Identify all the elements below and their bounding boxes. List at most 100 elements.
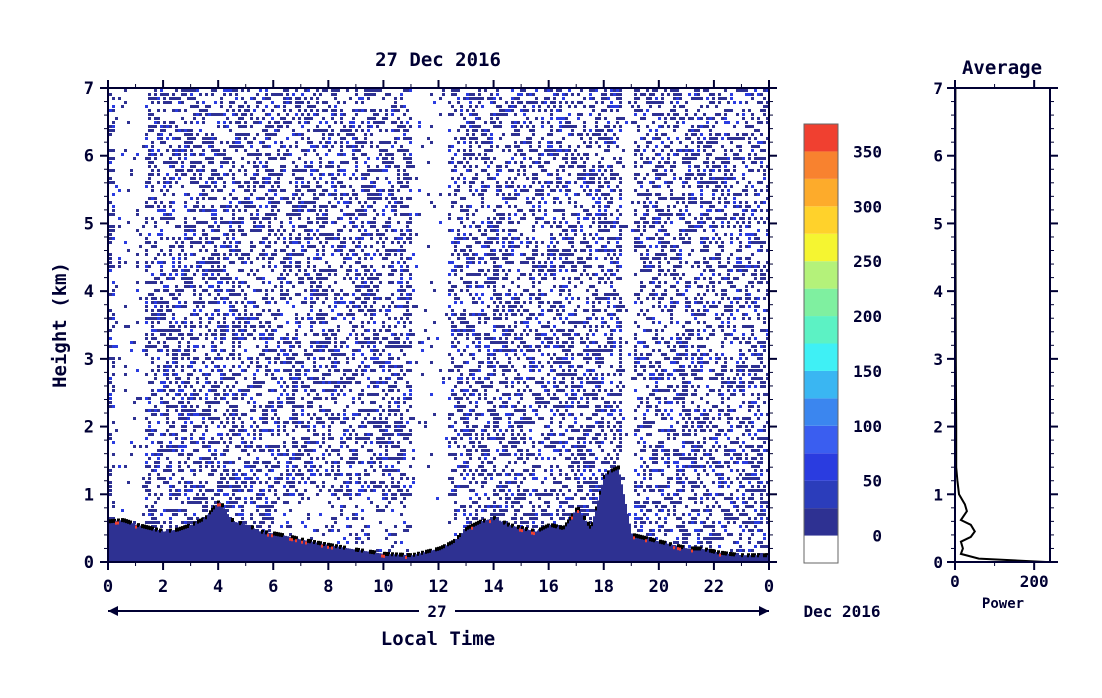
heatmap-cell — [253, 465, 256, 468]
heatmap-cell — [379, 429, 382, 432]
heatmap-cell — [136, 153, 139, 156]
heatmap-cell — [397, 469, 400, 472]
heatmap-cell — [292, 357, 295, 360]
heatmap-cell — [223, 465, 226, 468]
heatmap-cell — [247, 433, 250, 436]
heatmap-cell — [160, 249, 163, 252]
heatmap-cell — [181, 169, 184, 172]
heatmap-cell — [340, 245, 343, 248]
heatmap-cell — [241, 269, 244, 272]
heatmap-cell — [337, 465, 340, 468]
heatmap-cell — [208, 457, 211, 460]
heatmap-cell — [379, 465, 382, 468]
heatmap-cell — [208, 225, 211, 228]
heatmap-cell — [277, 461, 280, 464]
heatmap-cell — [478, 349, 481, 352]
heatmap-cell — [169, 101, 172, 104]
heatmap-cell — [322, 485, 325, 488]
heatmap-cell — [151, 433, 154, 436]
heatmap-cell — [277, 181, 280, 184]
heatmap-cell — [391, 481, 394, 484]
heatmap-cell — [385, 453, 388, 456]
heatmap-cell — [178, 109, 181, 112]
heatmap-cell — [406, 137, 409, 140]
heatmap-cell — [463, 225, 466, 228]
heatmap-cell — [271, 449, 274, 452]
heatmap-cell — [271, 409, 274, 412]
heatmap-cell — [370, 221, 373, 224]
heatmap-cell — [268, 401, 271, 404]
heatmap-cell — [181, 477, 184, 480]
heatmap-cell — [283, 249, 286, 252]
heatmap-cell — [310, 209, 313, 212]
heatmap-cell — [214, 185, 217, 188]
heatmap-cell — [187, 89, 190, 92]
heatmap-cell — [226, 157, 229, 160]
heatmap-cell — [316, 237, 319, 240]
heatmap-cell — [295, 97, 298, 100]
heatmap-cell — [328, 149, 331, 152]
heatmap-cell — [298, 281, 301, 284]
heatmap-cell — [460, 289, 463, 292]
heatmap-cell — [292, 469, 295, 472]
heatmap-cell — [385, 229, 388, 232]
heatmap-cell — [109, 161, 112, 164]
heatmap-cell — [229, 225, 232, 228]
heatmap-cell — [253, 373, 256, 376]
heatmap-cell — [193, 161, 196, 164]
heatmap-cell — [475, 337, 478, 340]
heatmap-cell — [277, 477, 280, 480]
heatmap-cell — [196, 105, 199, 108]
heatmap-cell — [382, 489, 385, 492]
heatmap-cell — [178, 489, 181, 492]
heatmap-cell — [337, 453, 340, 456]
heatmap-cell — [229, 245, 232, 248]
heatmap-cell — [373, 469, 376, 472]
heatmap-cell — [310, 281, 313, 284]
heatmap-cell — [352, 221, 355, 224]
heatmap-cell — [307, 441, 310, 444]
heatmap-cell — [403, 129, 406, 132]
heatmap-cell — [286, 525, 289, 528]
heatmap-cell — [373, 201, 376, 204]
heatmap-cell — [262, 185, 265, 188]
heatmap-cell — [151, 389, 154, 392]
heatmap-cell — [235, 337, 238, 340]
heatmap-cell — [328, 273, 331, 276]
heatmap-cell — [184, 393, 187, 396]
heatmap-cell — [400, 493, 403, 496]
heatmap-cell — [268, 469, 271, 472]
heatmap-cell — [430, 345, 433, 348]
heatmap-cell — [175, 373, 178, 376]
heatmap-cell — [349, 473, 352, 476]
heatmap-cell — [145, 237, 148, 240]
heatmap-cell — [394, 137, 397, 140]
heatmap-cell — [367, 173, 370, 176]
heatmap-cell — [367, 89, 370, 92]
heatmap-cell — [286, 273, 289, 276]
heatmap-cell — [250, 229, 253, 232]
heatmap-cell — [241, 117, 244, 120]
heatmap-cell — [424, 421, 427, 424]
heatmap-cell — [151, 261, 154, 264]
heatmap-cell — [397, 117, 400, 120]
heatmap-cell — [307, 101, 310, 104]
heatmap-cell — [355, 437, 358, 440]
heatmap-cell — [244, 485, 247, 488]
heatmap-cell — [304, 185, 307, 188]
heatmap-cell — [391, 145, 394, 148]
heatmap-cell — [325, 213, 328, 216]
heatmap-cell — [376, 297, 379, 300]
heatmap-cell — [118, 261, 121, 264]
heatmap-cell — [292, 405, 295, 408]
heatmap-cell — [331, 181, 334, 184]
heatmap-cell — [109, 329, 112, 332]
heatmap-cell — [325, 221, 328, 224]
heatmap-cell — [367, 165, 370, 168]
heatmap-cell — [334, 93, 337, 96]
heatmap-cell — [322, 101, 325, 104]
heatmap-cell — [319, 93, 322, 96]
heatmap-cell — [310, 465, 313, 468]
heatmap-cell — [349, 125, 352, 128]
heatmap-cell — [232, 309, 235, 312]
